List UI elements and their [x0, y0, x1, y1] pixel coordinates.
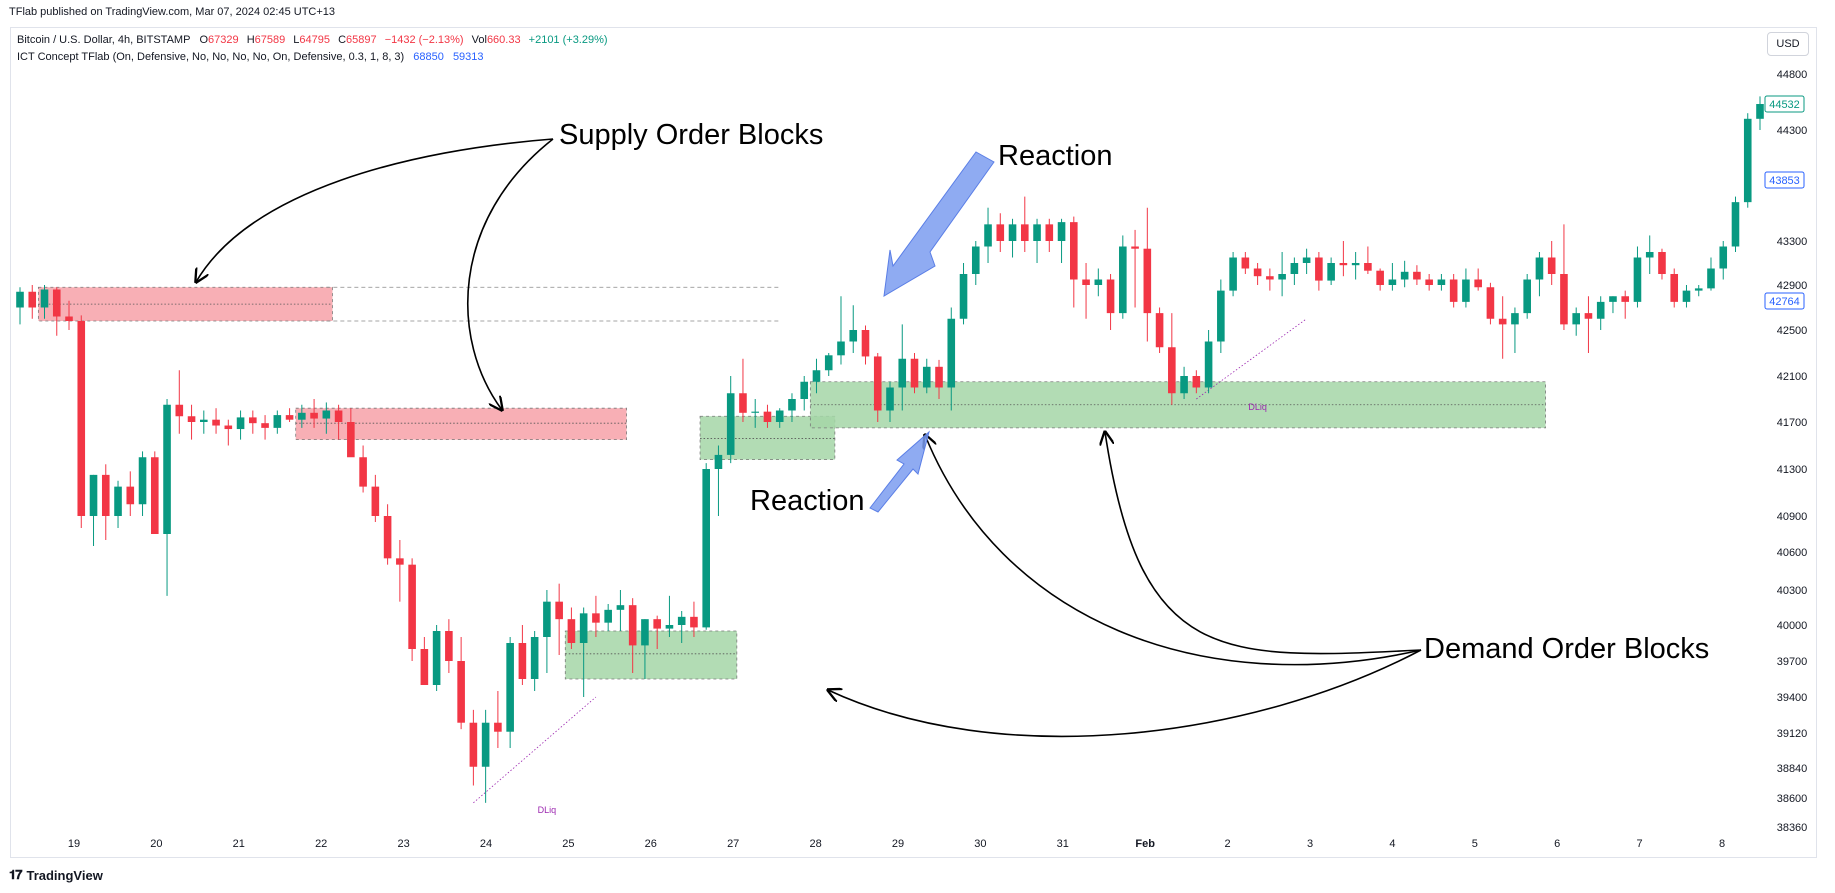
currency-button[interactable]: USD [1767, 32, 1809, 56]
ohlc-high: H67589 [246, 34, 286, 46]
tradingview-footer[interactable]: 𝟏𝟕 TradingView [9, 867, 103, 883]
indicator-name[interactable]: ICT Concept TFlab (On, Defensive, No, No… [17, 51, 405, 63]
footer-brand: TradingView [26, 867, 103, 883]
symbol-legend: Bitcoin / U.S. Dollar, 4h, BITSTAMP O673… [17, 34, 608, 46]
ohlc-close: C65897 [338, 34, 377, 46]
indicator-legend: ICT Concept TFlab (On, Defensive, No, No… [17, 51, 484, 63]
price-change: −1432 (−2.13%) [384, 34, 464, 46]
ohlc-low: L64795 [293, 34, 331, 46]
volume: Vol660.33 [471, 34, 521, 46]
symbol-name[interactable]: Bitcoin / U.S. Dollar, 4h, BITSTAMP [17, 34, 191, 46]
ohlc-open: O67329 [199, 34, 239, 46]
indicator-value-1: 68850 [413, 51, 444, 63]
chart-frame [10, 27, 1817, 858]
publisher-header: TFlab published on TradingView.com, Mar … [9, 6, 336, 18]
indicator-value-2: 59313 [452, 51, 484, 63]
tradingview-logo-icon: 𝟏𝟕 [9, 867, 23, 882]
volume-change: +2101 (+3.29%) [528, 34, 608, 46]
